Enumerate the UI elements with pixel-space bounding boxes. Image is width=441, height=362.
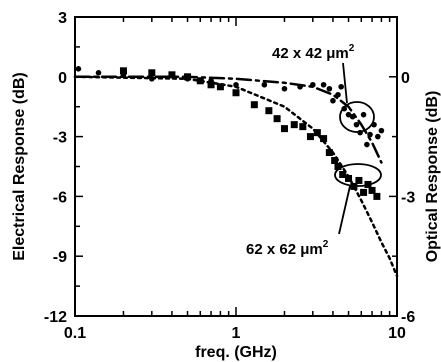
data-point-circle (335, 91, 341, 98)
x-tick-label: 0.1 (64, 325, 86, 342)
data-point-square (273, 115, 281, 123)
data-point-square (339, 170, 347, 178)
data-point-square (148, 69, 156, 77)
data-point-square (216, 83, 224, 91)
data-point-square (373, 192, 381, 200)
data-point-square (325, 149, 333, 157)
y-tick-label-left: -12 (44, 309, 67, 326)
data-point-circle (281, 85, 288, 92)
data-point-square (320, 135, 328, 143)
data-point-square (299, 123, 307, 131)
annotation-unit: μm (326, 45, 349, 62)
data-point-circle (261, 81, 268, 88)
annotation-leader-42 (342, 62, 348, 104)
y-axis-title-right: Optical Response (dB) (424, 91, 441, 263)
data-point-square (265, 107, 273, 115)
annotation-size: 62 x 62 (246, 241, 300, 258)
data-point-circle (378, 127, 385, 134)
data-point-circle (95, 70, 102, 76)
data-point-square (360, 188, 368, 196)
data-point-square (250, 101, 258, 109)
data-point-square (119, 67, 127, 75)
data-point-square (280, 125, 288, 133)
data-point-circle (364, 141, 370, 148)
y-tick-label-right: -6 (401, 309, 415, 326)
data-point-square (290, 121, 298, 129)
data-point-circle (360, 111, 367, 118)
data-point-square (168, 71, 176, 79)
data-point-circle (149, 75, 155, 82)
data-point-circle (353, 121, 360, 128)
data-point-circle (297, 83, 303, 90)
annotation-leader-62 (338, 185, 351, 235)
annotation-size: 42 x 42 (272, 45, 326, 62)
x-axis-title: freq. (GHz) (195, 344, 277, 361)
data-point-square (368, 186, 376, 194)
data-point-circle (330, 97, 336, 104)
data-point-circle (233, 81, 239, 88)
annotation-label-62: 62 x 62 μm2 (246, 239, 329, 258)
x-tick-label: 10 (388, 325, 406, 342)
data-point-square (232, 89, 240, 97)
y-tick-label-right: 0 (401, 70, 410, 87)
y-tick-label-left: 3 (58, 10, 67, 27)
annotation-unit-superscript: 2 (323, 239, 329, 250)
data-point-circle (75, 66, 82, 72)
y-tick-label-left: -3 (53, 130, 67, 147)
annotation-ellipse-42 (339, 101, 375, 133)
data-point-square (184, 73, 192, 81)
data-point-square (196, 77, 204, 85)
annotation-unit-superscript: 2 (349, 43, 355, 54)
data-point-square (207, 81, 215, 89)
annotation-unit: μm (300, 241, 323, 258)
y-tick-label-left: -9 (53, 249, 67, 266)
data-point-circle (310, 81, 316, 88)
data-point-circle (349, 113, 356, 120)
data-point-square (355, 176, 363, 184)
data-point-square (313, 129, 321, 137)
x-tick-label: 1 (232, 325, 241, 342)
data-point-square (334, 163, 342, 170)
data-point-circle (338, 83, 344, 90)
y-axis-title-left: Electrical Response (dB) (11, 72, 28, 261)
data-point-circle (326, 85, 333, 92)
fit-line-dash-dot (73, 75, 383, 164)
data-point-square (331, 157, 339, 165)
annotation-label-42: 42 x 42 μm2 (272, 43, 355, 62)
y-tick-label-left: 0 (58, 70, 67, 87)
data-point-circle (320, 81, 327, 88)
data-point-square (345, 174, 353, 182)
y-tick-label-left: -6 (53, 189, 67, 206)
data-point-square (306, 133, 314, 141)
y-tick-label-right: -3 (401, 189, 415, 206)
data-point-circle (367, 131, 373, 138)
annotation-ellipse-62 (334, 163, 382, 187)
data-point-circle (375, 133, 381, 140)
